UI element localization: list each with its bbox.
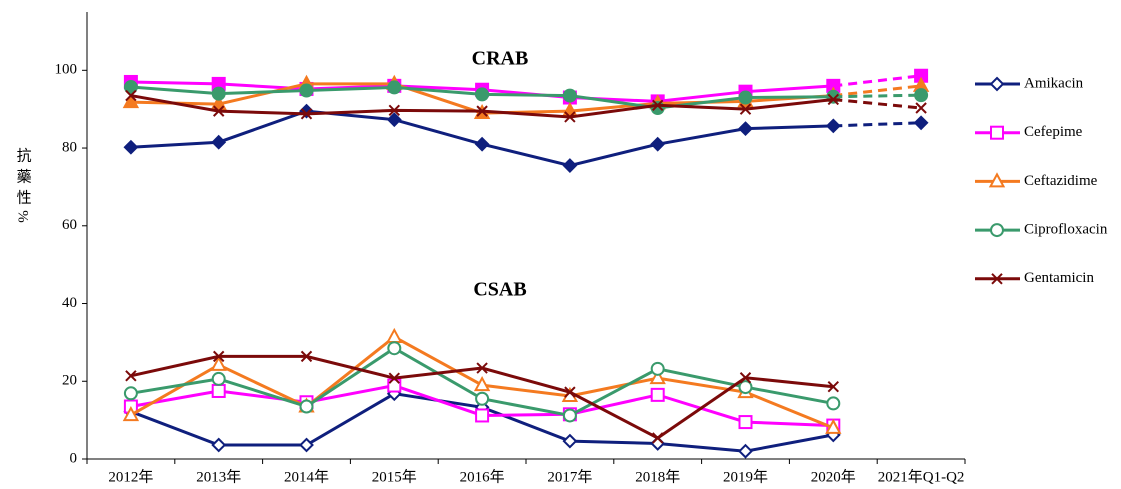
marker bbox=[564, 386, 576, 398]
marker bbox=[211, 371, 226, 386]
marker bbox=[990, 125, 1004, 140]
x-tick-label: 2019年 bbox=[723, 468, 768, 485]
x-tick-label: 2014年 bbox=[284, 468, 329, 485]
marker bbox=[914, 88, 929, 103]
marker bbox=[386, 327, 403, 343]
marker bbox=[989, 76, 1005, 92]
marker bbox=[211, 134, 227, 150]
marker bbox=[211, 437, 227, 453]
marker bbox=[299, 437, 314, 453]
marker bbox=[738, 380, 753, 395]
marker bbox=[739, 103, 752, 115]
series-line-dashed bbox=[833, 97, 922, 110]
x-tick-label: 2018年 bbox=[635, 468, 680, 485]
marker bbox=[827, 380, 840, 393]
marker bbox=[476, 105, 488, 117]
series-line-dashed bbox=[833, 121, 922, 128]
y-axis-label: 抗藥性% bbox=[15, 147, 32, 229]
marker bbox=[122, 405, 140, 422]
marker bbox=[386, 112, 402, 128]
marker bbox=[211, 86, 226, 101]
marker bbox=[125, 89, 137, 102]
group-label: CSAB bbox=[473, 279, 526, 301]
marker bbox=[123, 80, 138, 95]
marker bbox=[562, 158, 578, 173]
y-tick-label: 80 bbox=[62, 139, 77, 155]
y-tick-label: 60 bbox=[62, 217, 77, 233]
x-tick-label: 2016年 bbox=[460, 468, 505, 485]
marker bbox=[738, 415, 753, 430]
marker bbox=[564, 111, 576, 123]
x-tick-label: 2012年 bbox=[108, 468, 153, 485]
marker bbox=[474, 136, 490, 152]
marker bbox=[827, 93, 840, 106]
legend-label: Ciprofloxacin bbox=[1024, 222, 1108, 238]
marker bbox=[649, 369, 666, 385]
y-tick-label: 0 bbox=[70, 450, 78, 466]
marker bbox=[650, 136, 666, 152]
marker bbox=[125, 370, 137, 382]
marker bbox=[651, 99, 664, 111]
marker bbox=[990, 223, 1004, 238]
y-tick-label: 40 bbox=[62, 295, 77, 311]
marker bbox=[738, 90, 753, 105]
marker bbox=[475, 87, 490, 102]
marker bbox=[825, 418, 842, 434]
marker bbox=[988, 172, 1006, 188]
marker bbox=[122, 93, 140, 109]
marker bbox=[300, 108, 313, 120]
marker bbox=[913, 115, 929, 131]
legend-label: Cefepime bbox=[1024, 124, 1083, 140]
x-tick-label: 2017年 bbox=[547, 468, 592, 485]
y-tick-label: 100 bbox=[55, 62, 78, 78]
marker bbox=[123, 386, 138, 401]
marker bbox=[212, 105, 225, 117]
series-line-dashed bbox=[833, 84, 922, 98]
marker bbox=[826, 396, 841, 411]
marker bbox=[651, 432, 664, 444]
marker bbox=[211, 383, 226, 398]
series-line-dashed bbox=[833, 74, 922, 88]
marker bbox=[299, 399, 314, 414]
marker bbox=[650, 361, 665, 376]
x-tick-label: 2021年Q1-Q2 bbox=[878, 468, 965, 485]
marker bbox=[915, 102, 927, 114]
legend-label: Amikacin bbox=[1024, 75, 1084, 91]
marker bbox=[738, 443, 753, 459]
marker bbox=[825, 118, 841, 134]
marker bbox=[476, 362, 488, 374]
marker bbox=[562, 433, 578, 449]
marker bbox=[210, 355, 227, 371]
marker bbox=[212, 350, 225, 363]
marker bbox=[739, 372, 752, 384]
marker bbox=[210, 95, 227, 111]
marker bbox=[473, 376, 491, 392]
marker bbox=[387, 80, 402, 95]
marker bbox=[738, 121, 753, 137]
x-tick-label: 2020年 bbox=[811, 468, 856, 485]
marker bbox=[991, 273, 1003, 285]
x-tick-label: 2015年 bbox=[372, 468, 417, 485]
group-label: CRAB bbox=[472, 48, 529, 70]
marker bbox=[562, 408, 577, 423]
marker bbox=[650, 387, 665, 402]
marker bbox=[388, 372, 401, 384]
marker bbox=[123, 139, 139, 155]
marker bbox=[299, 83, 314, 98]
marker bbox=[475, 408, 490, 423]
legend-label: Gentamicin bbox=[1024, 270, 1094, 286]
x-tick-label: 2013年 bbox=[196, 468, 241, 485]
legend-label: Ceftazidime bbox=[1024, 173, 1098, 189]
marker bbox=[300, 350, 313, 363]
marker bbox=[388, 104, 401, 117]
marker bbox=[475, 391, 490, 406]
marker bbox=[562, 88, 577, 103]
marker bbox=[387, 341, 402, 356]
series-line-dashed bbox=[833, 93, 922, 99]
y-tick-label: 20 bbox=[62, 373, 77, 389]
